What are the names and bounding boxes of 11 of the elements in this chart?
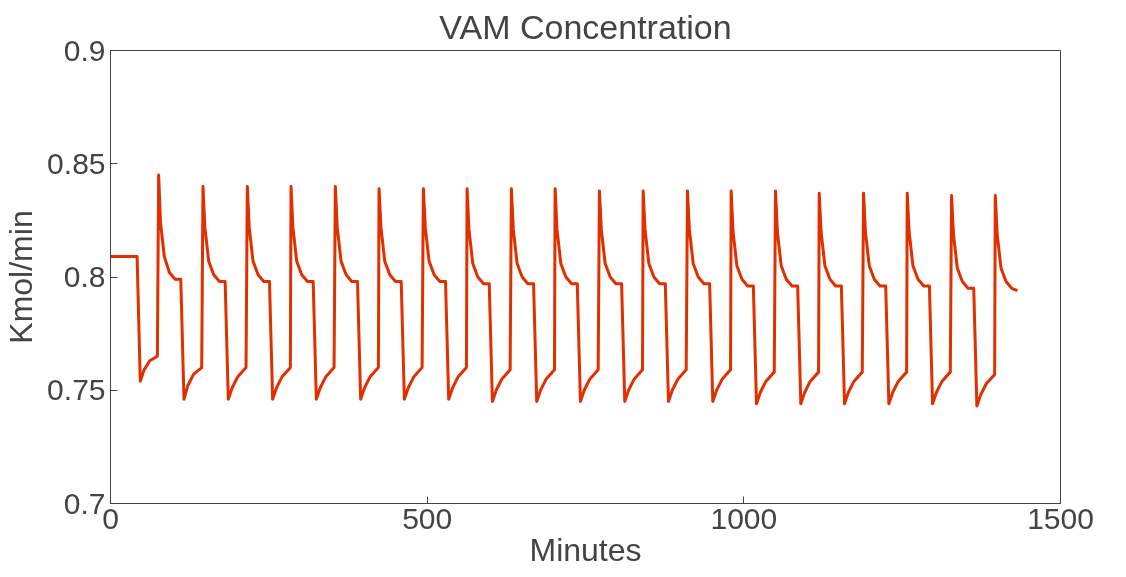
x-tick-label: 500 <box>402 501 453 535</box>
chart-title: VAM Concentration <box>439 7 732 46</box>
y-axis-title: Kmol/min <box>3 210 40 344</box>
x-tick-label: 1500 <box>1027 501 1094 535</box>
y-tick-label: 0.8 <box>63 260 106 293</box>
y-tick-label: 0.85 <box>47 146 106 180</box>
y-tick-label: 0.75 <box>47 373 106 407</box>
x-axis-title: Minutes <box>529 531 642 568</box>
x-tick-label: 1000 <box>710 501 778 535</box>
line-series <box>110 173 1019 408</box>
y-tick-label: 0.9 <box>63 33 106 67</box>
